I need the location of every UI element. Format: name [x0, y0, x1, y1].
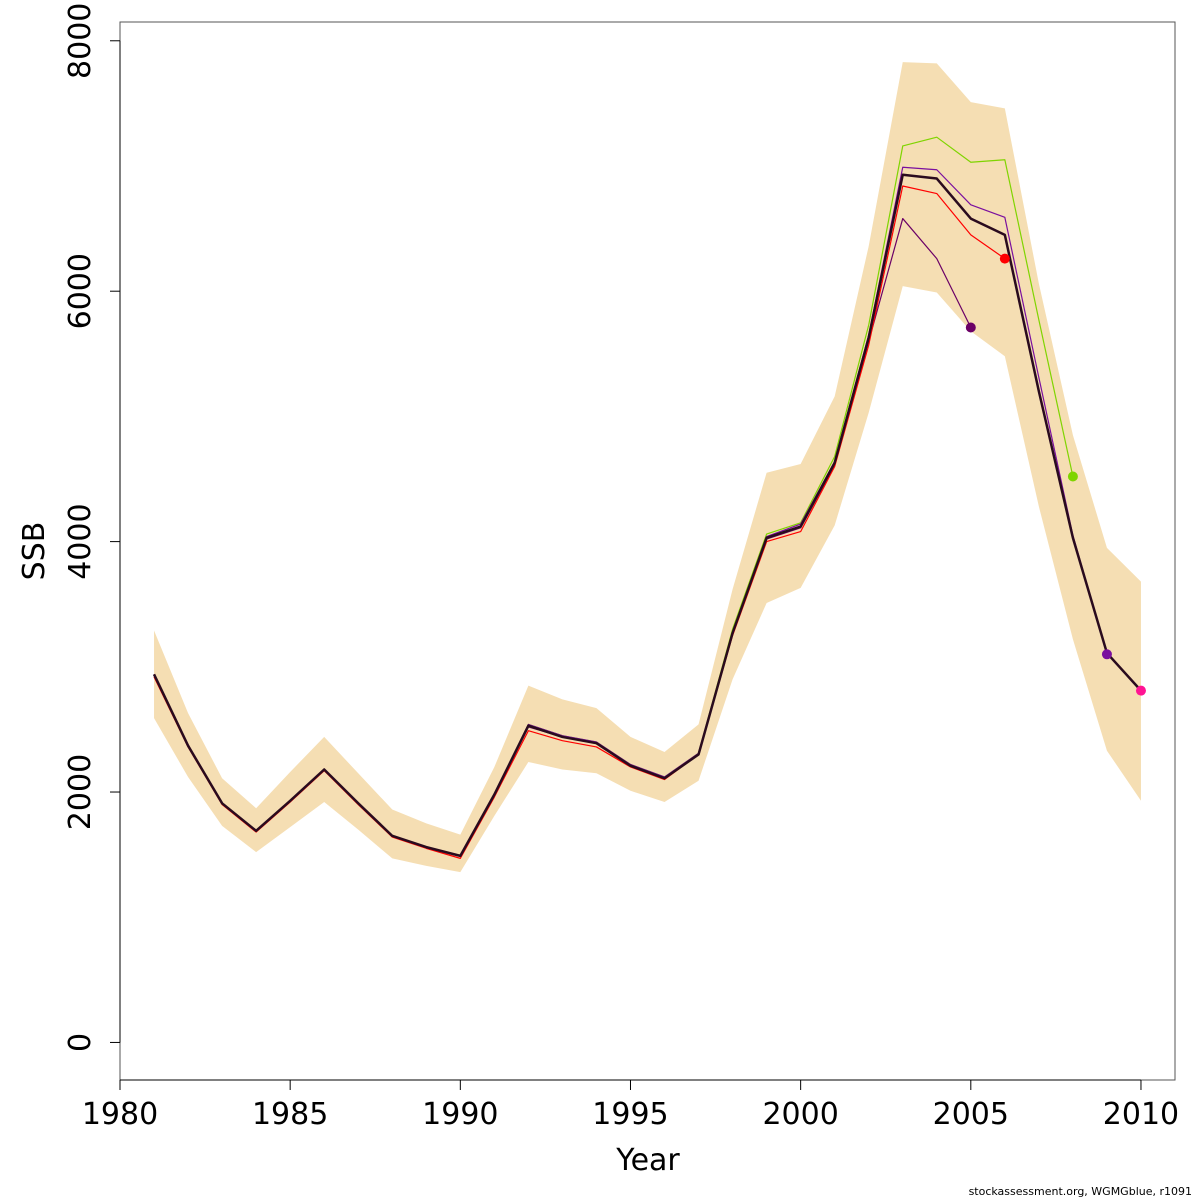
- footer-credit: stockassessment.org, WGMGblue, r1091: [968, 1185, 1192, 1198]
- series-line-6: [152, 173, 1142, 858]
- y-tick-label: 8000: [63, 3, 98, 79]
- series-layer: [152, 136, 1142, 859]
- y-tick-label: 6000: [63, 253, 98, 329]
- x-axis-title: Year: [615, 1143, 680, 1178]
- y-tick-label: 4000: [63, 503, 98, 579]
- y-axis: 0 2000 4000 6000 8000: [63, 3, 121, 1052]
- confidence-band: [154, 62, 1141, 873]
- x-axis: 1980 1985 1990 1995 2000 2005 2010: [82, 1079, 1179, 1132]
- y-tick-label: 2000: [63, 754, 98, 830]
- x-tick-label: 1985: [252, 1097, 328, 1132]
- series-endpoint-5: [1135, 685, 1146, 696]
- y-axis-title: SSB: [17, 522, 52, 581]
- series-endpoint-1: [965, 322, 976, 333]
- series-endpoint-2: [1067, 471, 1078, 482]
- x-tick-label: 2010: [1103, 1097, 1179, 1132]
- x-tick-label: 2005: [933, 1097, 1009, 1132]
- series-endpoint-3: [999, 253, 1010, 264]
- x-tick-label: 1995: [592, 1097, 668, 1132]
- x-tick-label: 1980: [82, 1097, 158, 1132]
- series-endpoint-4: [1101, 649, 1112, 660]
- x-tick-label: 2000: [762, 1097, 838, 1132]
- endpoint-markers: [965, 253, 1146, 696]
- x-tick-label: 1990: [422, 1097, 498, 1132]
- y-tick-label: 0: [63, 1033, 98, 1052]
